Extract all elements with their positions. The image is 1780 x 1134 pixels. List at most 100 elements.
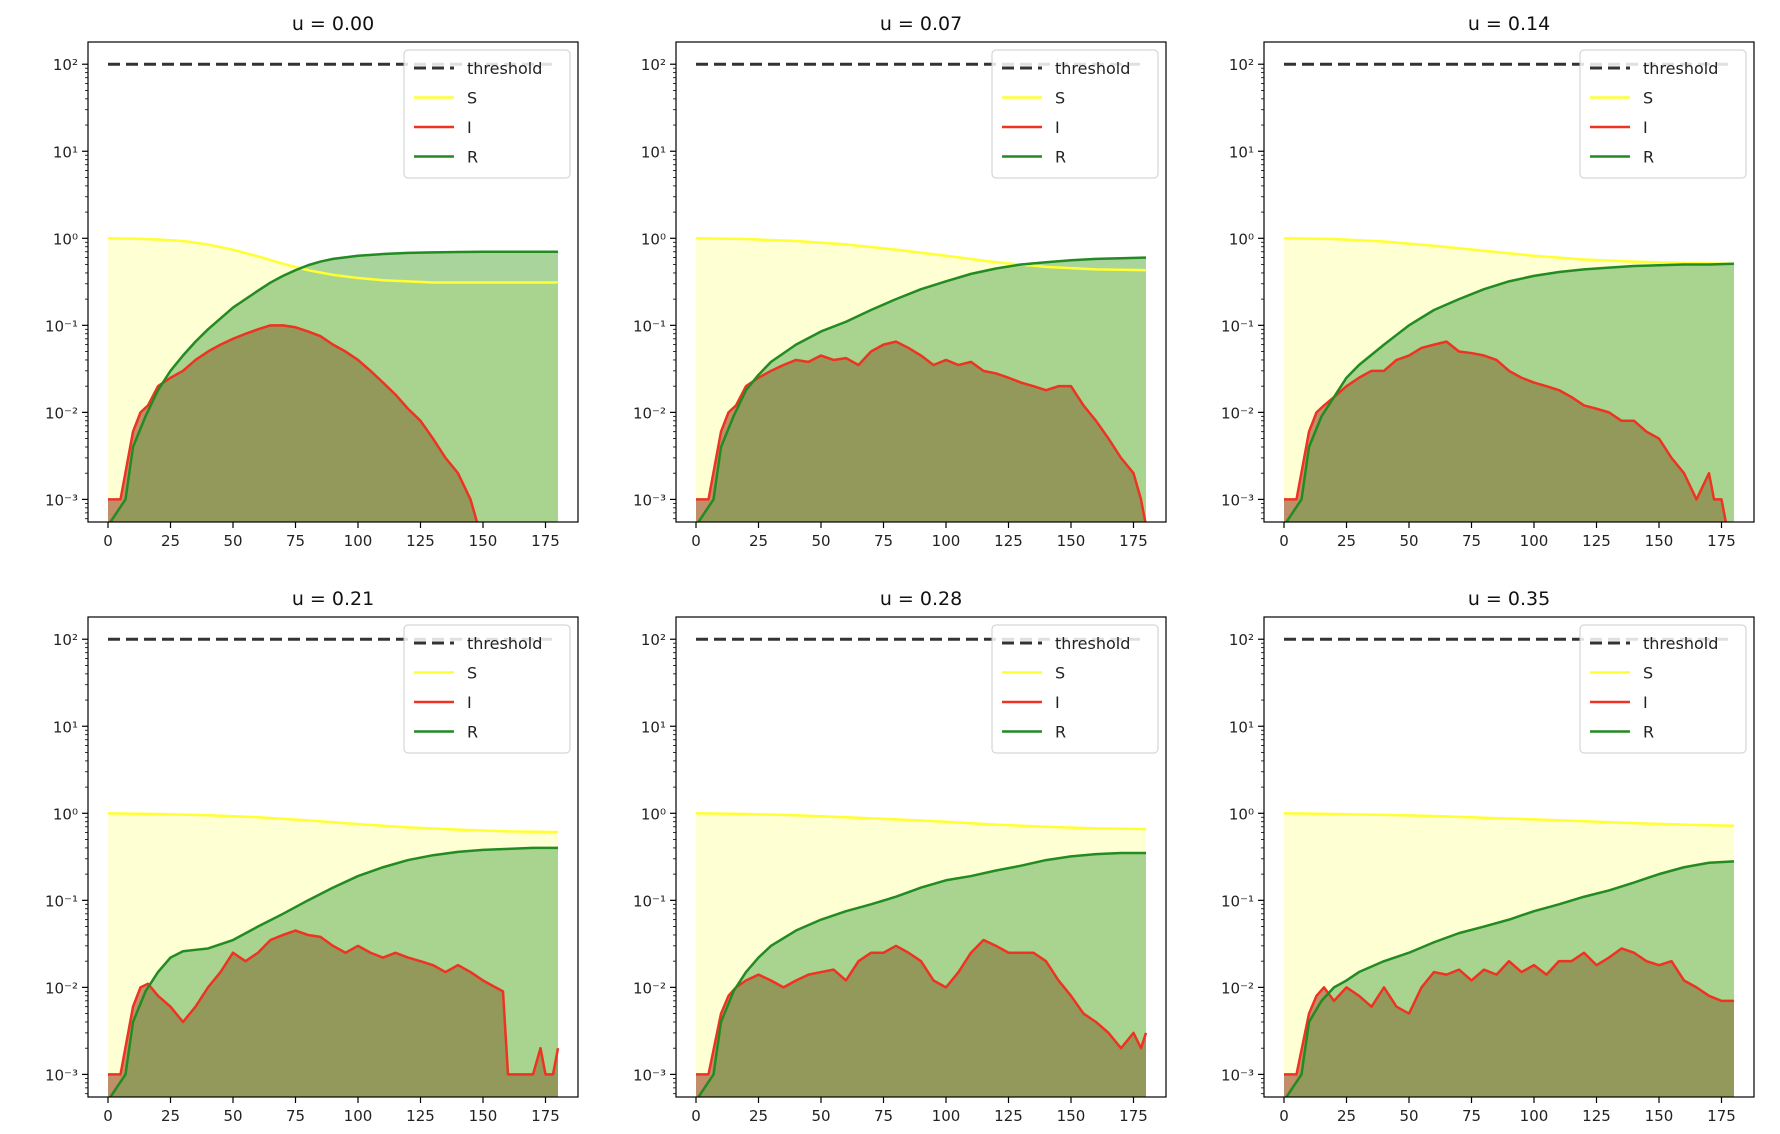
series-line-s bbox=[107, 812, 559, 834]
area-i-overlap bbox=[108, 325, 477, 522]
y-tick-label: 10⁻¹ bbox=[1221, 317, 1254, 335]
x-tick-label: 75 bbox=[286, 1107, 305, 1125]
subplot-6: 0 25 50 75 100 125 150 175 10⁻³ 10⁻² 10⁻¹ 10⁰ 10¹ 10²… bbox=[1221, 588, 1755, 1125]
area-i-overlap bbox=[1284, 341, 1726, 522]
area-r bbox=[1286, 861, 1734, 1097]
legend-label-threshold: threshold bbox=[467, 59, 542, 78]
y-tick-label: 10⁻¹ bbox=[1221, 892, 1254, 910]
x-tick-label: 50 bbox=[1399, 532, 1418, 550]
x-tick-label: 50 bbox=[1399, 1107, 1418, 1125]
legend-label-s: S bbox=[1643, 89, 1653, 108]
series-line-r bbox=[1284, 262, 1735, 522]
x-tick-label: 0 bbox=[1279, 532, 1289, 550]
subplot-title: u = 0.14 bbox=[1468, 13, 1550, 35]
series-line-s bbox=[107, 237, 558, 284]
area-r bbox=[698, 852, 1146, 1097]
series-line-r bbox=[1284, 860, 1735, 1097]
x-tick-label: 75 bbox=[874, 532, 893, 550]
series-line-s bbox=[695, 812, 1147, 831]
y-tick-label: 10⁻³ bbox=[45, 1066, 78, 1084]
x-tick-label: 25 bbox=[161, 532, 180, 550]
x-tick-label: 175 bbox=[1119, 1107, 1148, 1125]
y-tick-label: 10⁻¹ bbox=[45, 317, 78, 335]
area-i-overlap bbox=[696, 940, 1146, 1097]
legend-label-threshold: threshold bbox=[1055, 634, 1130, 653]
x-tick-label: 50 bbox=[223, 532, 242, 550]
series-line-r bbox=[696, 256, 1147, 522]
x-tick-label: 150 bbox=[469, 1107, 498, 1125]
legend-box bbox=[1579, 624, 1747, 754]
y-tick-label: 10⁻³ bbox=[633, 1066, 666, 1084]
x-tick-label: 125 bbox=[406, 532, 435, 550]
y-tick-label: 10⁰ bbox=[641, 230, 666, 248]
series-line-i bbox=[1284, 947, 1734, 1076]
y-tick-label: 10⁰ bbox=[53, 230, 78, 248]
area-i-overlap bbox=[1284, 948, 1734, 1097]
legend-label-s: S bbox=[467, 89, 477, 108]
x-tick-label: 100 bbox=[1520, 1107, 1549, 1125]
y-tick-label: 10⁻³ bbox=[633, 491, 666, 509]
y-tick-label: 10⁻² bbox=[633, 404, 666, 422]
x-tick-label: 175 bbox=[531, 1107, 560, 1125]
x-tick-label: 150 bbox=[1645, 532, 1674, 550]
legend-label-r: R bbox=[1055, 148, 1066, 167]
legend: threshold SIR bbox=[403, 624, 571, 754]
y-tick-label: 10⁻² bbox=[633, 979, 666, 997]
legend-label-i: I bbox=[1055, 693, 1060, 712]
y-tick-label: 10⁰ bbox=[53, 805, 78, 823]
subplot-4: 0 25 50 75 100 125 150 175 10⁻³ 10⁻² 10⁻¹ 10⁰ 10¹ 10²… bbox=[45, 588, 579, 1125]
x-tick-label: 50 bbox=[811, 1107, 830, 1125]
legend-label-threshold: threshold bbox=[1055, 59, 1130, 78]
x-tick-label: 150 bbox=[469, 532, 498, 550]
plot-area bbox=[1283, 637, 1735, 1097]
legend-box bbox=[403, 624, 571, 754]
x-tick-label: 175 bbox=[1707, 532, 1736, 550]
x-tick-label: 175 bbox=[531, 532, 560, 550]
axes-frame bbox=[87, 616, 579, 1098]
legend-box bbox=[991, 49, 1159, 179]
x-tick-label: 25 bbox=[749, 1107, 768, 1125]
legend: threshold SIR bbox=[991, 624, 1159, 754]
x-tick-label: 125 bbox=[1582, 1107, 1611, 1125]
legend-label-threshold: threshold bbox=[467, 634, 542, 653]
y-tick-label: 10⁻³ bbox=[1221, 1066, 1254, 1084]
x-tick-label: 25 bbox=[1337, 532, 1356, 550]
plot-area bbox=[107, 637, 560, 1097]
y-tick-label: 10¹ bbox=[641, 718, 666, 736]
legend-box bbox=[403, 49, 571, 179]
axes-frame bbox=[675, 616, 1167, 1098]
x-tick-label: 100 bbox=[344, 1107, 373, 1125]
x-tick-label: 125 bbox=[406, 1107, 435, 1125]
y-tick-label: 10⁰ bbox=[1229, 805, 1254, 823]
legend-box bbox=[1579, 49, 1747, 179]
series-line-i bbox=[1284, 340, 1728, 522]
x-tick-label: 150 bbox=[1645, 1107, 1674, 1125]
plot-area bbox=[695, 637, 1148, 1097]
y-tick-label: 10² bbox=[1229, 56, 1254, 74]
y-tick-label: 10⁻² bbox=[45, 979, 78, 997]
x-tick-label: 75 bbox=[1462, 1107, 1481, 1125]
subplot-2: 0 25 50 75 100 125 150 175 10⁻³ 10⁻² 10⁻¹ 10⁰ 10¹ 10²… bbox=[633, 13, 1167, 550]
area-r bbox=[698, 257, 1146, 522]
legend-label-s: S bbox=[467, 664, 477, 683]
legend-label-i: I bbox=[1643, 693, 1648, 712]
axes-frame bbox=[87, 41, 579, 523]
legend-label-s: S bbox=[1055, 89, 1065, 108]
y-tick-label: 10¹ bbox=[1229, 143, 1254, 161]
x-tick-label: 75 bbox=[1462, 532, 1481, 550]
series-line-i bbox=[696, 938, 1148, 1076]
x-tick-label: 0 bbox=[103, 532, 113, 550]
x-tick-label: 50 bbox=[223, 1107, 242, 1125]
y-tick-label: 10⁻³ bbox=[45, 491, 78, 509]
series-line-i bbox=[108, 929, 560, 1076]
legend-label-i: I bbox=[1643, 118, 1648, 137]
y-tick-label: 10¹ bbox=[53, 143, 78, 161]
x-tick-label: 75 bbox=[286, 532, 305, 550]
subplot-title: u = 0.21 bbox=[292, 588, 374, 610]
series-line-s bbox=[1283, 237, 1735, 265]
legend: threshold SIR bbox=[403, 49, 571, 179]
x-tick-label: 175 bbox=[1119, 532, 1148, 550]
subplot-1: 0 25 50 75 100 125 150 175 10⁻³ 10⁻² 10⁻¹ 10⁰ 10¹ 10²… bbox=[45, 13, 579, 550]
x-tick-label: 50 bbox=[811, 532, 830, 550]
